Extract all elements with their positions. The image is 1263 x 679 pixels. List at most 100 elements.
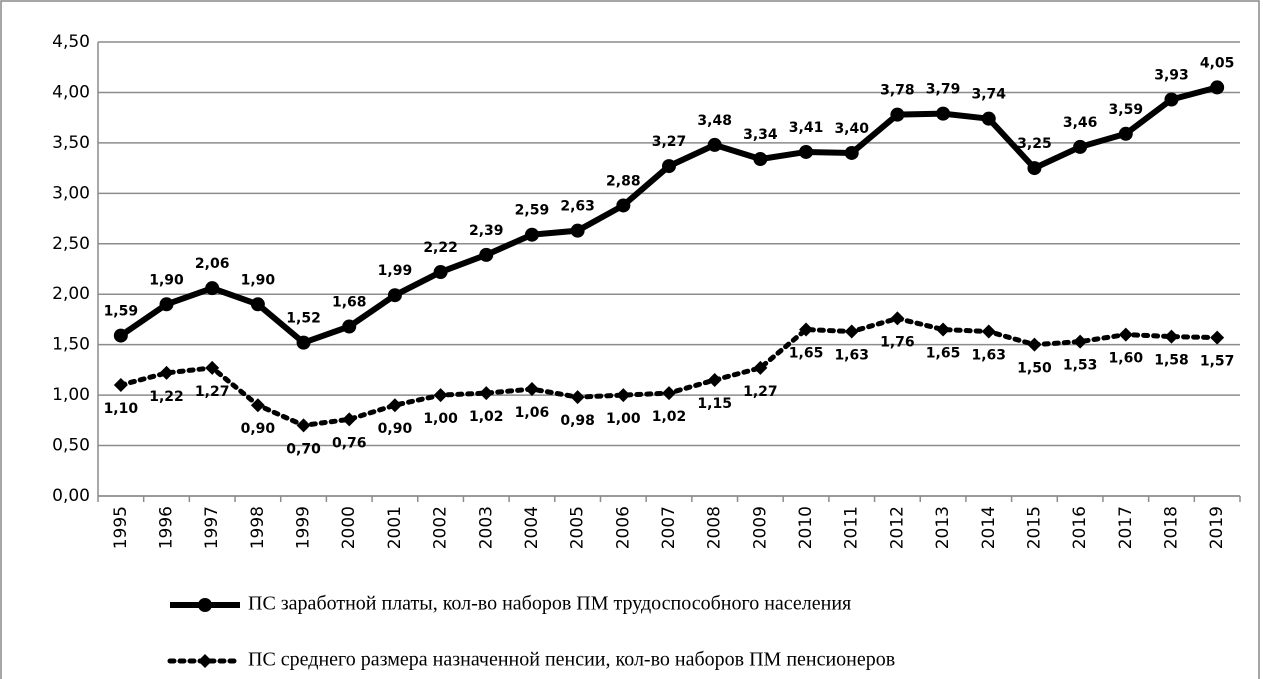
data-label: 1,27 — [195, 384, 230, 400]
data-label: 1,15 — [697, 396, 732, 412]
x-tick-label: 2010 — [796, 506, 816, 549]
point — [799, 322, 814, 337]
y-tick-label: 0,50 — [52, 436, 90, 456]
x-tick-label: 2001 — [385, 506, 405, 549]
data-label: 0,90 — [378, 421, 413, 437]
x-tick-label: 2013 — [933, 506, 953, 549]
point — [799, 144, 814, 159]
x-tick-label: 1998 — [248, 506, 268, 549]
data-label: 0,98 — [560, 413, 595, 429]
point — [205, 360, 220, 375]
x-tick-label: 2003 — [476, 506, 496, 549]
point — [342, 319, 357, 334]
y-tick-label: 2,50 — [52, 234, 90, 254]
data-label: 1,00 — [606, 411, 641, 427]
y-tick-label: 0,00 — [52, 486, 90, 506]
point — [844, 145, 859, 160]
point — [250, 398, 265, 413]
point — [707, 372, 722, 387]
data-label: 2,06 — [195, 256, 230, 272]
point — [753, 360, 768, 375]
data-label: 3,79 — [926, 82, 961, 98]
point — [616, 198, 631, 213]
x-tick-label: 1999 — [294, 506, 314, 549]
point — [981, 324, 996, 339]
x-tick-label: 2018 — [1161, 506, 1181, 549]
point — [844, 324, 859, 339]
x-tick-label: 1997 — [202, 506, 222, 549]
point — [342, 412, 357, 427]
point — [1027, 337, 1042, 352]
point — [479, 247, 494, 262]
x-tick-label: 2015 — [1024, 506, 1044, 549]
data-label: 3,25 — [1017, 136, 1052, 152]
point — [387, 398, 402, 413]
data-label: 0,70 — [286, 441, 321, 457]
data-label: 3,48 — [697, 113, 732, 129]
point — [198, 654, 212, 668]
point — [936, 322, 951, 337]
data-label: 1,52 — [286, 311, 321, 327]
point — [296, 418, 311, 433]
point — [1210, 330, 1225, 345]
data-label: 3,93 — [1154, 68, 1189, 84]
point — [1073, 334, 1088, 349]
point — [524, 382, 539, 397]
x-tick-label: 1996 — [157, 506, 177, 549]
data-label: 1,68 — [332, 295, 367, 311]
point — [570, 223, 585, 238]
point — [936, 106, 951, 121]
x-tick-label: 2002 — [431, 506, 451, 549]
point — [1118, 126, 1133, 141]
data-label: 2,88 — [606, 173, 641, 189]
point — [1073, 139, 1088, 154]
data-label: 2,59 — [515, 203, 550, 219]
point — [159, 365, 174, 380]
point — [113, 378, 128, 393]
y-tick-label: 3,50 — [52, 133, 90, 153]
point — [616, 388, 631, 403]
data-label: 1,22 — [149, 389, 184, 405]
data-label: 1,90 — [149, 272, 184, 288]
point — [387, 288, 402, 303]
data-label: 1,59 — [104, 304, 139, 320]
y-tick-label: 4,00 — [52, 82, 90, 102]
data-label: 3,41 — [789, 120, 824, 136]
data-label: 3,40 — [834, 121, 869, 137]
data-label: 1,90 — [241, 272, 276, 288]
data-label: 1,58 — [1154, 353, 1189, 369]
data-label: 1,27 — [743, 384, 778, 400]
point — [433, 388, 448, 403]
point — [433, 265, 448, 280]
data-label: 4,05 — [1200, 55, 1235, 71]
point — [753, 152, 768, 167]
point — [479, 386, 494, 401]
legend-label: ПС среднего размера назначенной пенсии, … — [248, 649, 895, 671]
y-tick-label: 2,00 — [52, 284, 90, 304]
data-label: 2,22 — [423, 240, 458, 256]
data-label: 3,59 — [1109, 102, 1144, 118]
x-tick-label: 2009 — [750, 506, 770, 549]
point — [1164, 329, 1179, 344]
x-tick-label: 2007 — [659, 506, 679, 549]
point — [662, 159, 676, 174]
point — [662, 386, 676, 401]
point — [250, 297, 265, 312]
point — [707, 137, 722, 152]
point — [1027, 161, 1042, 176]
x-tick-label: 2011 — [842, 506, 862, 549]
x-tick-label: 2006 — [613, 506, 633, 549]
x-tick-label: 1995 — [111, 506, 131, 549]
data-label: 1,02 — [469, 409, 504, 425]
data-label: 1,53 — [1063, 358, 1098, 374]
y-tick-label: 1,50 — [52, 335, 90, 355]
point — [1210, 80, 1225, 95]
data-label: 3,34 — [743, 127, 778, 143]
data-label: 1,65 — [789, 346, 824, 362]
point — [981, 111, 996, 126]
x-tick-label: 2000 — [339, 506, 359, 549]
data-label: 1,02 — [652, 409, 687, 425]
x-tick-label: 2017 — [1116, 506, 1136, 549]
point — [890, 107, 905, 122]
data-label: 3,27 — [652, 134, 687, 150]
